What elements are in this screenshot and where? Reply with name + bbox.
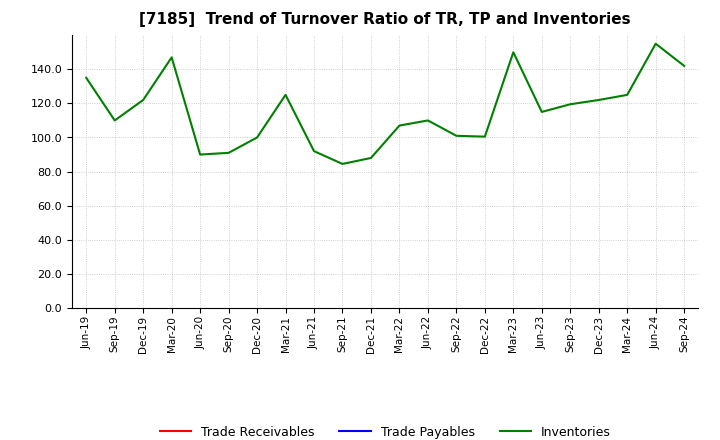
Inventories [366,155,375,161]
Title: [7185]  Trend of Turnover Ratio of TR, TP and Inventories: [7185] Trend of Turnover Ratio of TR, TP… [140,12,631,27]
Inventories [139,97,148,103]
Inventories [110,118,119,123]
Inventories [167,55,176,60]
Inventories [225,150,233,155]
Inventories [680,63,688,69]
Inventories [196,152,204,157]
Inventories [253,135,261,140]
Inventories [623,92,631,98]
Line: Inventories: Inventories [86,44,684,164]
Inventories [509,50,518,55]
Inventories [423,118,432,123]
Inventories [338,161,347,167]
Inventories [82,75,91,81]
Inventories [652,41,660,46]
Inventories [310,149,318,154]
Inventories [282,92,290,98]
Inventories [480,134,489,139]
Legend: Trade Receivables, Trade Payables, Inventories: Trade Receivables, Trade Payables, Inven… [155,421,616,440]
Inventories [566,102,575,107]
Inventories [595,97,603,103]
Inventories [452,133,461,139]
Inventories [395,123,404,128]
Inventories [537,109,546,114]
